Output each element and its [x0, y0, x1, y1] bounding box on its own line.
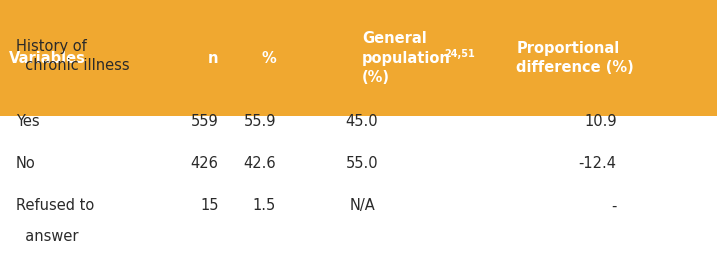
Text: 426: 426	[191, 156, 219, 171]
Text: General
population
(%): General population (%)	[362, 31, 451, 85]
Text: Refused to: Refused to	[16, 198, 94, 213]
Text: 55.0: 55.0	[346, 156, 379, 171]
Text: Yes: Yes	[16, 114, 39, 129]
Text: 55.9: 55.9	[244, 114, 276, 129]
Text: 42.6: 42.6	[243, 156, 276, 171]
Text: 15: 15	[200, 198, 219, 213]
Text: 24,51: 24,51	[445, 49, 475, 59]
Text: 1.5: 1.5	[253, 198, 276, 213]
Text: No: No	[16, 156, 36, 171]
Text: n: n	[208, 51, 219, 66]
Text: -12.4: -12.4	[579, 156, 617, 171]
Text: answer: answer	[16, 229, 78, 244]
Text: 45.0: 45.0	[346, 114, 379, 129]
Bar	[0, 0, 717, 116]
Text: -: -	[612, 198, 617, 213]
Text: 559: 559	[191, 114, 219, 129]
Text: Proportional
difference (%): Proportional difference (%)	[516, 41, 634, 75]
Text: 10.9: 10.9	[584, 114, 617, 129]
Text: %: %	[261, 51, 276, 66]
Text: History of
  chronic illness: History of chronic illness	[16, 39, 129, 73]
Text: N/A: N/A	[349, 198, 375, 213]
Text: Variables: Variables	[9, 51, 85, 66]
